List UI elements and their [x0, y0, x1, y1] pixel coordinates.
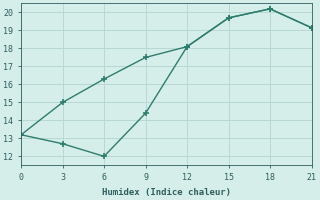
X-axis label: Humidex (Indice chaleur): Humidex (Indice chaleur)	[102, 188, 231, 197]
